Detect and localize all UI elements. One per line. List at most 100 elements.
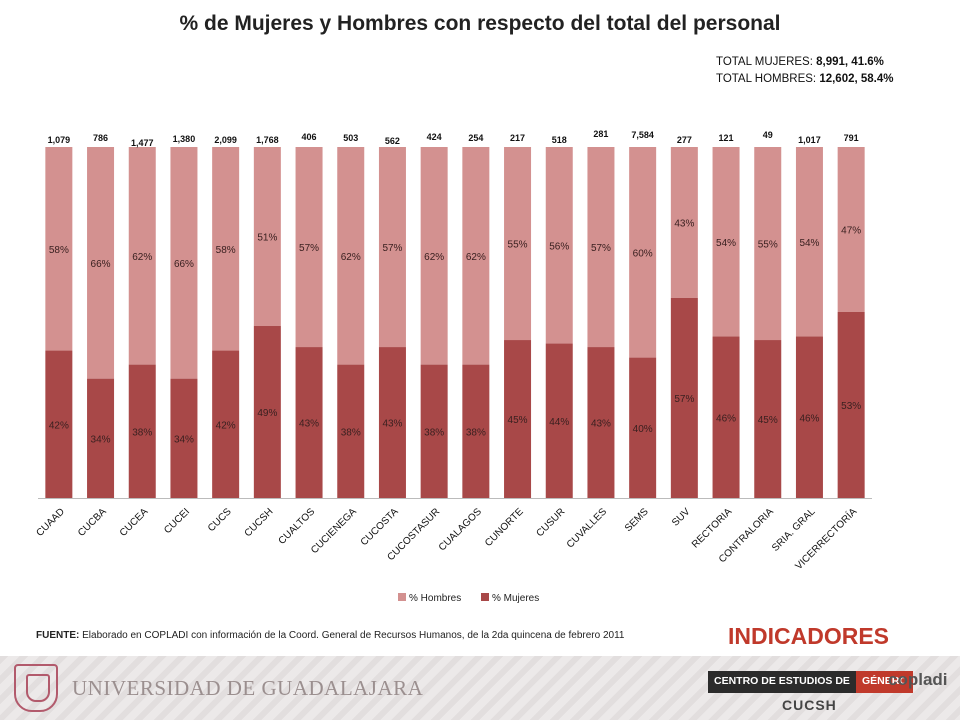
data-label-hombres: 62% <box>466 252 486 263</box>
bar-mujeres <box>87 378 115 498</box>
data-label-hombres: 58% <box>49 245 69 256</box>
data-label-hombres: 62% <box>341 252 361 263</box>
bar-mujeres <box>170 378 198 498</box>
category-tick-label: CUCBA <box>76 506 109 539</box>
data-label-hombres: 55% <box>508 240 528 251</box>
bar-hombres <box>795 147 823 337</box>
bar-hombres <box>462 147 490 365</box>
category-tick-label: CUAAD <box>34 506 67 539</box>
bar-hombres <box>87 147 115 379</box>
category-tick-label: CUSUR <box>534 506 567 539</box>
category-tick-label: CUVALLES <box>565 506 609 550</box>
data-label-mujeres: 38% <box>341 427 361 438</box>
bar-mujeres <box>295 347 323 498</box>
total-label: 562 <box>385 136 400 146</box>
bar-mujeres <box>504 340 532 498</box>
total-label: 277 <box>677 135 692 145</box>
bar-mujeres <box>712 336 740 498</box>
total-label: 1,017 <box>798 135 821 145</box>
category-tick-label: CUCSH <box>243 506 276 539</box>
bar-hombres <box>629 147 657 358</box>
data-label-hombres: 55% <box>758 240 778 251</box>
total-label: 121 <box>719 133 734 143</box>
data-label-mujeres: 46% <box>799 413 819 424</box>
total-label: 503 <box>343 133 358 143</box>
footer-banner <box>0 656 960 720</box>
bar-hombres <box>587 147 615 348</box>
data-label-hombres: 62% <box>132 252 152 263</box>
bar-mujeres <box>128 364 156 498</box>
bar-mujeres <box>629 357 657 498</box>
source-text: Elaborado en COPLADI con información de … <box>79 630 625 641</box>
legend-label-hombres: % Hombres <box>409 593 461 604</box>
bar-mujeres <box>337 364 365 498</box>
data-label-mujeres: 38% <box>132 427 152 438</box>
total-label: 518 <box>552 135 567 145</box>
data-label-hombres: 66% <box>174 259 194 270</box>
bar-hombres <box>670 147 698 298</box>
centro-estudios-logo: CENTRO DE ESTUDIOS DE GÉNERO <box>708 671 914 693</box>
data-label-mujeres: 34% <box>91 434 111 445</box>
total-label: 1,079 <box>48 135 71 145</box>
legend-swatch-hombres <box>398 593 406 601</box>
total-label: 1,768 <box>256 135 279 145</box>
bar-mujeres <box>795 336 823 498</box>
bar-mujeres <box>378 347 406 498</box>
data-label-hombres: 54% <box>799 238 819 249</box>
bar-hombres <box>45 147 73 351</box>
data-label-mujeres: 43% <box>299 419 319 430</box>
data-label-hombres: 47% <box>841 225 861 236</box>
bar-hombres <box>754 147 782 341</box>
bar-hombres <box>378 147 406 348</box>
data-label-mujeres: 49% <box>257 408 277 419</box>
data-label-hombres: 58% <box>216 245 236 256</box>
data-label-hombres: 57% <box>382 243 402 254</box>
total-hombres: TOTAL HOMBRES: 12,602, 58.4% <box>716 71 893 88</box>
bar-hombres <box>712 147 740 337</box>
copladi-logo: copladi <box>888 670 948 689</box>
bar-hombres <box>295 147 323 348</box>
total-hombres-label: TOTAL HOMBRES: <box>716 73 817 85</box>
total-label: 217 <box>510 133 525 143</box>
source-label: FUENTE: <box>36 630 80 641</box>
data-label-mujeres: 42% <box>216 420 236 431</box>
data-label-hombres: 57% <box>299 243 319 254</box>
total-mujeres: TOTAL MUJERES: 8,991, 41.6% <box>716 54 893 71</box>
data-label-mujeres: 42% <box>49 420 69 431</box>
category-tick-label: CUCOSTA <box>359 506 401 548</box>
total-label: 1,380 <box>173 134 196 144</box>
bar-hombres <box>128 147 156 365</box>
total-label: 254 <box>468 133 483 143</box>
data-label-mujeres: 57% <box>674 394 694 405</box>
data-label-hombres: 62% <box>424 252 444 263</box>
bar-hombres <box>420 147 448 365</box>
data-label-hombres: 66% <box>91 259 111 270</box>
bar-mujeres <box>754 340 782 498</box>
bar-hombres <box>504 147 532 341</box>
data-label-hombres: 60% <box>633 248 653 259</box>
data-label-hombres: 54% <box>716 238 736 249</box>
total-mujeres-value: 8,991, 41.6% <box>816 56 884 68</box>
data-label-mujeres: 45% <box>758 415 778 426</box>
bar-mujeres <box>420 364 448 498</box>
university-seal-icon <box>14 664 58 712</box>
data-label-mujeres: 46% <box>716 413 736 424</box>
category-tick-label: RECTORIA <box>690 506 734 550</box>
category-tick-label: CUALTOS <box>277 506 318 547</box>
total-label: 281 <box>593 129 608 139</box>
bar-mujeres <box>670 297 698 498</box>
cucsh-label: CUCSH <box>782 697 837 713</box>
bar-mujeres <box>45 350 73 498</box>
legend-swatch-mujeres <box>481 593 489 601</box>
data-label-hombres: 51% <box>257 233 277 244</box>
category-tick-label: CUNORTE <box>483 506 526 549</box>
data-label-mujeres: 44% <box>549 417 569 428</box>
indicadores-heading: INDICADORES <box>728 623 890 649</box>
total-label: 2,099 <box>214 135 237 145</box>
bar-mujeres <box>212 350 240 498</box>
data-label-hombres: 57% <box>591 243 611 254</box>
legend-label-mujeres: % Mujeres <box>492 593 539 604</box>
category-tick-label: SEMS <box>623 506 651 534</box>
genero-text: GÉNERO <box>855 671 914 693</box>
totals-box: TOTAL MUJERES: 8,991, 41.6% TOTAL HOMBRE… <box>716 54 893 88</box>
